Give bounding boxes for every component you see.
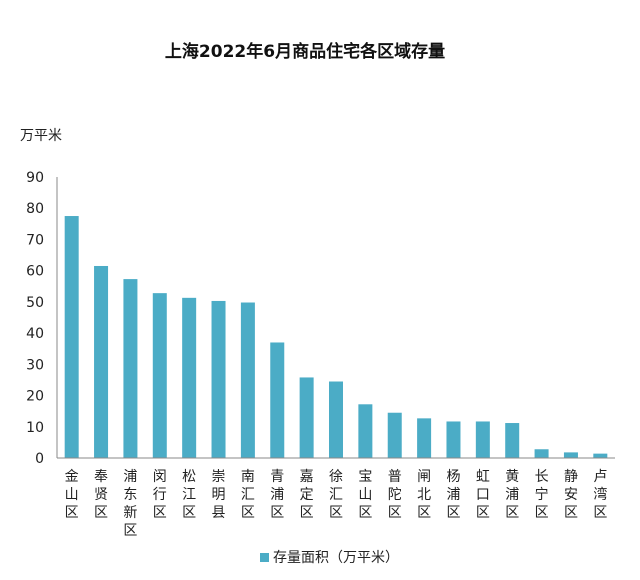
bar (563, 452, 578, 458)
y-tick-label: 40 (26, 326, 44, 342)
bar (475, 421, 490, 458)
bar (240, 302, 255, 458)
y-tick-label: 70 (26, 232, 44, 248)
y-tick-label: 90 (26, 170, 44, 186)
y-tick-label: 80 (26, 201, 44, 217)
bar (358, 404, 373, 458)
bar (534, 449, 549, 458)
x-category-label: 嘉定区 (300, 469, 314, 521)
bar (64, 216, 79, 458)
x-category-label: 青浦区 (270, 469, 284, 521)
bar (182, 297, 197, 458)
x-category-label: 金山区 (65, 469, 79, 521)
legend-label: 存量面积（万平米） (273, 550, 399, 566)
y-tick-label: 30 (26, 357, 44, 373)
x-category-label: 浦东新区 (123, 469, 137, 539)
bar (94, 265, 109, 458)
x-category-label: 黄浦区 (505, 468, 519, 521)
bar (123, 279, 138, 458)
x-category-label: 徐汇区 (329, 469, 343, 521)
x-category-label: 普陀区 (388, 469, 402, 521)
bar (446, 421, 461, 458)
legend-swatch (260, 553, 269, 562)
y-tick-label: 10 (26, 420, 44, 436)
bar (211, 300, 226, 458)
x-category-label: 奉贤区 (94, 469, 108, 521)
bars (64, 216, 608, 458)
y-tick-label: 20 (26, 389, 44, 405)
bar (505, 423, 520, 458)
bar (270, 342, 285, 458)
y-tick-label: 0 (35, 451, 44, 467)
bar (417, 418, 432, 458)
x-category-label: 闵行区 (153, 469, 167, 521)
bar (329, 381, 343, 458)
x-category-label: 静安区 (564, 469, 578, 521)
bar (152, 293, 167, 458)
x-category-label: 南汇区 (241, 469, 255, 521)
x-category-label: 闸北区 (417, 469, 431, 521)
x-category-label: 杨浦区 (446, 469, 460, 521)
y-axis-unit-label: 万平米 (20, 128, 62, 144)
chart-title: 上海2022年6月商品住宅各区域存量 (165, 41, 445, 62)
x-category-label: 长宁区 (535, 469, 549, 521)
x-category-label: 宝山区 (358, 469, 372, 521)
x-axis-category-labels: 金山区 奉贤区 浦东新区 闵行区 松江区 崇明县 南汇区 青浦区 嘉定区 徐汇区 宝山区 普陀区 闸北区… (65, 468, 608, 539)
bar (299, 377, 314, 458)
bar (387, 412, 402, 458)
y-axis-tick-labels: 0 10 20 30 40 50 60 70 80 90 (26, 170, 44, 467)
x-category-label: 崇明县 (212, 469, 226, 521)
y-tick-label: 60 (26, 264, 44, 280)
bar (593, 453, 608, 458)
x-category-label: 虹口区 (476, 469, 490, 521)
x-category-label: 卢湾区 (593, 469, 607, 521)
y-tick-label: 50 (26, 295, 44, 311)
legend: 存量面积（万平米） (260, 550, 399, 566)
x-category-label: 松江区 (182, 469, 196, 521)
